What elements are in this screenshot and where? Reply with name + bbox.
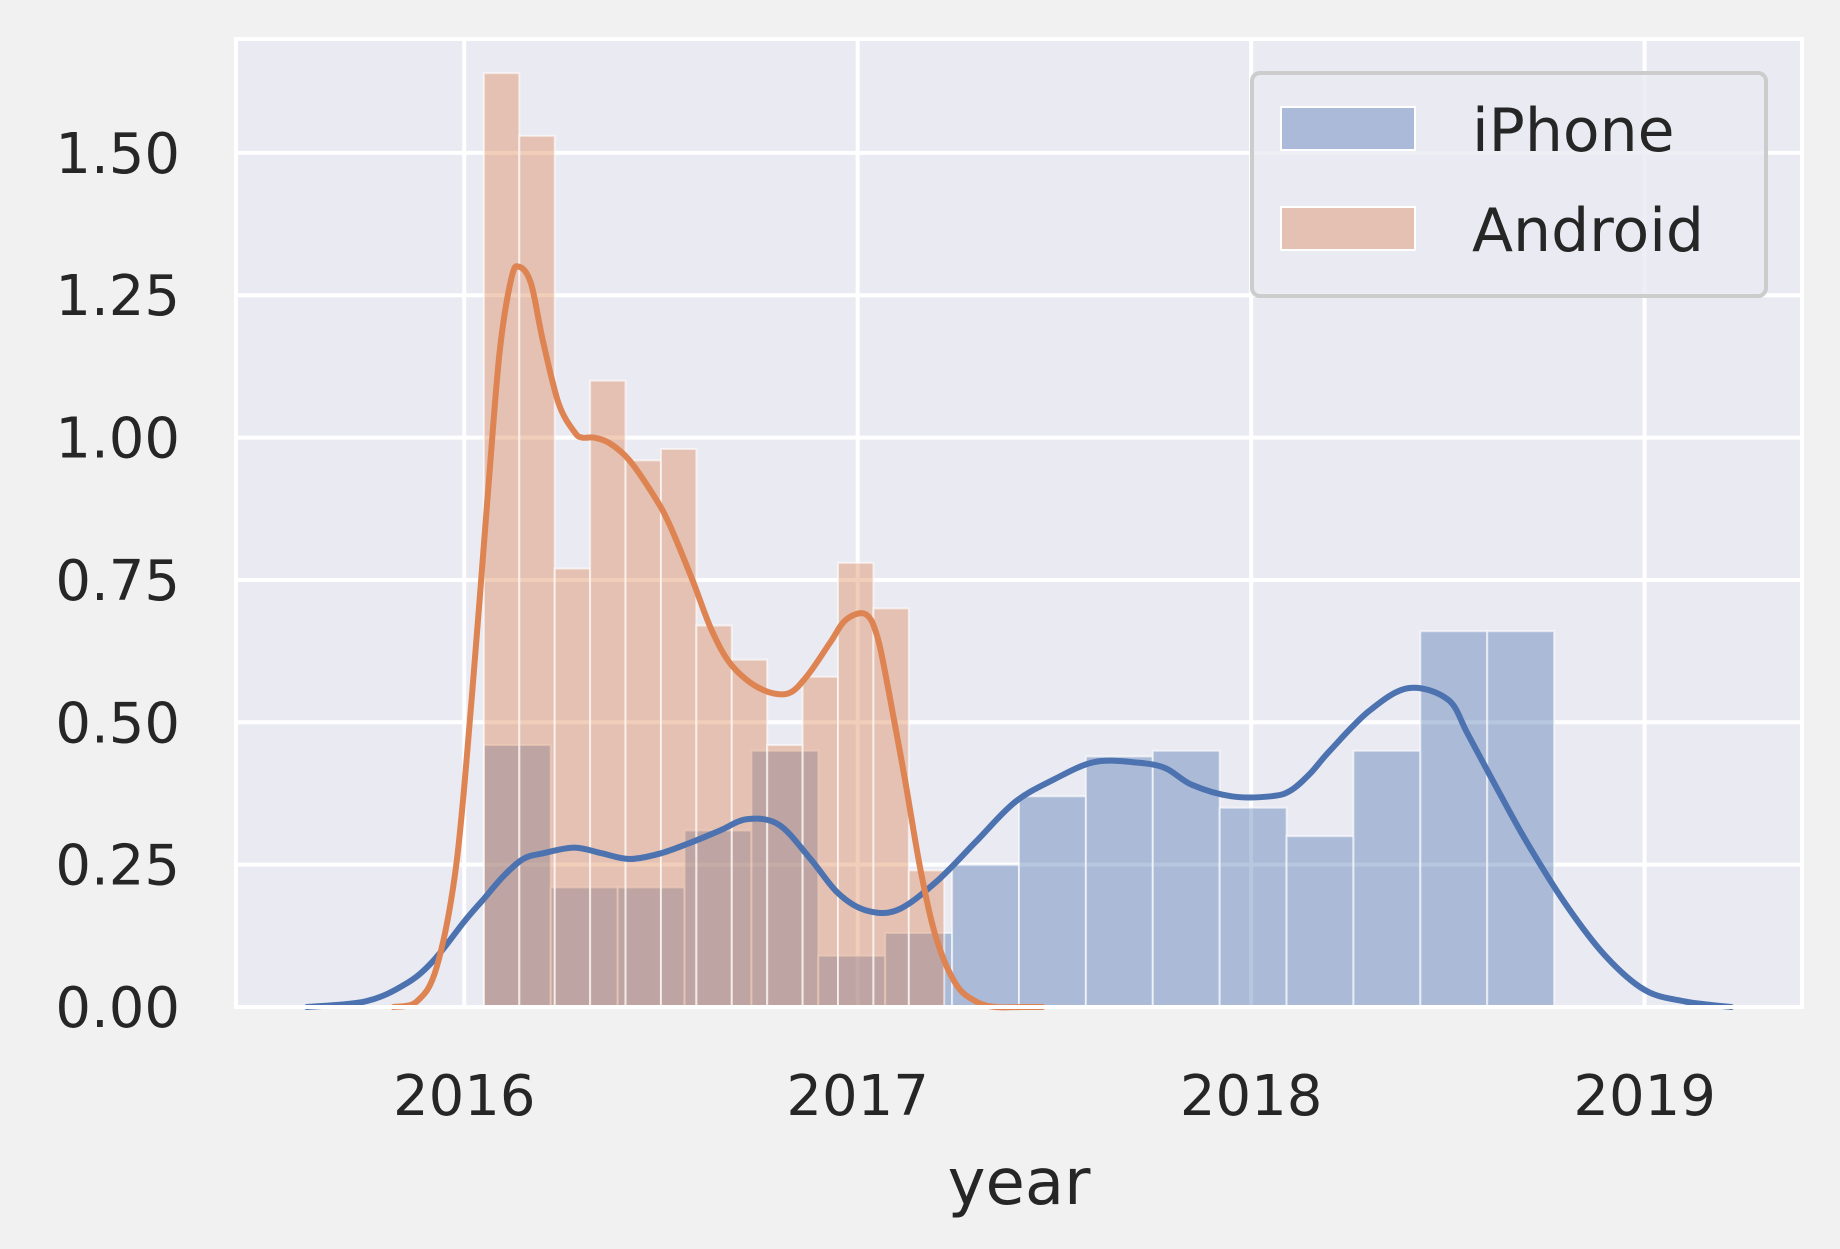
x-tick-labels: 2016 2017 2018 2019 [393,1064,1716,1129]
bar-android [801,675,840,1008]
bar-android [695,624,733,1009]
kde-line-android [390,263,1046,1011]
y-tick-label: 1.25 [55,264,180,329]
plot-frame [234,37,1804,1009]
bar-android [624,459,662,1009]
legend: iPhone Android [1250,71,1768,298]
legend-box [1250,71,1768,298]
bar-android [872,607,910,1008]
bar-android [766,744,804,1009]
bar-android [659,447,698,1009]
legend-label-iphone: iPhone [1472,96,1675,166]
y-tick-label: 0.00 [55,976,180,1041]
bar-android [837,561,875,1008]
kde-curves [303,263,1735,1011]
legend-swatch-iphone [1280,106,1416,151]
y-tick-label: 0.75 [55,549,180,614]
x-tick-label: 2016 [393,1064,536,1129]
bar-iphone [1218,806,1288,1008]
bar-android [730,658,769,1008]
x-tick-label: 2018 [1180,1064,1323,1129]
y-tick-label: 0.25 [55,834,180,899]
bar-iphone [1486,630,1556,1008]
bar-iphone [1352,749,1422,1008]
legend-label-android: Android [1472,196,1704,266]
x-tick-label: 2019 [1573,1064,1716,1129]
bar-iphone [1084,755,1154,1008]
kde-line-iphone [303,684,1735,1010]
bar-iphone [1018,795,1087,1008]
legend-swatch-android [1280,206,1416,251]
bar-iphone [951,863,1020,1008]
bar-android [589,379,627,1009]
bar-iphone [1285,835,1355,1008]
bar-android [553,567,592,1008]
bar-iphone [750,749,820,1008]
bar-iphone [616,886,686,1008]
y-tick-label: 0.50 [55,691,180,756]
y-tick-label: 1.50 [55,122,180,187]
y-tick-label: 1.00 [55,407,180,472]
y-tick-labels: 0.00 0.25 0.50 0.75 1.00 1.25 1.50 [55,122,180,1041]
x-axis-title: year [948,1146,1091,1220]
bar-iphone [482,744,552,1009]
x-tick-label: 2017 [786,1064,929,1129]
